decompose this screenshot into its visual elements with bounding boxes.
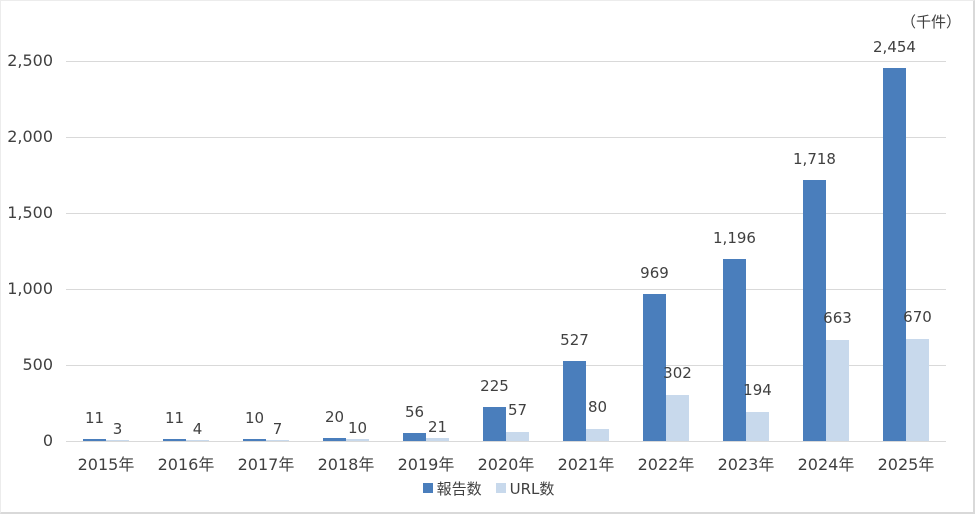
bar-url-2021年 [586, 428, 609, 441]
x-category-label: 2018年 [317, 455, 375, 474]
bar-report-2019年 [403, 432, 426, 441]
legend: 報告数 URL数 [1, 477, 973, 499]
x-category-label: 2015年 [77, 455, 135, 474]
y-tick-label: 1,500 [7, 203, 53, 222]
bar-url-2015年 [106, 440, 129, 441]
x-category-label: 2025年 [877, 455, 935, 474]
bar-value-label: 3 [112, 420, 123, 438]
bar-url-2024年 [826, 340, 849, 441]
x-category-label: 2017年 [237, 455, 295, 474]
bar-value-label: 11 [164, 409, 185, 428]
bar-value-label: 527 [560, 330, 589, 349]
y-tick-label: 0 [42, 431, 53, 450]
gridline [66, 137, 946, 138]
report-series-swatch-icon [422, 483, 433, 493]
bar-report-2020年 [483, 406, 506, 441]
bar-report-2021年 [563, 360, 586, 441]
bar-url-2018年 [346, 439, 369, 441]
x-category-label: 2019年 [397, 455, 455, 474]
bar-url-2017年 [266, 439, 289, 441]
y-tick-label: 500 [22, 355, 53, 374]
y-tick-label: 1,000 [7, 279, 53, 298]
legend-entry-url: URL数 [495, 478, 555, 499]
axis-unit-label: （千件） [900, 13, 961, 31]
bar-value-label: 7 [272, 419, 283, 438]
bar-value-label: 56 [404, 402, 425, 421]
plot-area: 11 3 11 4 10 7 20 10 56 21 225 57 527 80 969 302 1,196 19… [66, 39, 946, 442]
x-category-label: 2020年 [477, 455, 535, 474]
bar-value-label: 80 [587, 397, 608, 416]
bar-value-label: 11 [84, 409, 105, 428]
bar-report-2025年 [883, 68, 906, 441]
legend-label-url: URL数 [509, 479, 555, 498]
bar-value-label: 10 [347, 419, 368, 438]
y-tick-label: 2,500 [7, 51, 53, 70]
bar-value-label: 1,196 [713, 229, 756, 248]
bar-report-2023年 [723, 259, 746, 441]
bar-report-2022年 [643, 293, 666, 441]
bar-value-label: 670 [903, 308, 932, 327]
bar-value-label: 20 [324, 407, 345, 426]
bar-url-2016年 [186, 440, 209, 441]
bar-url-2022年 [666, 395, 689, 441]
x-category-label: 2021年 [557, 455, 615, 474]
bar-value-label: 57 [507, 401, 528, 420]
bar-report-2018年 [323, 437, 346, 441]
bar-url-2019年 [426, 437, 449, 441]
y-tick-label: 2,000 [7, 127, 53, 146]
bar-report-2017年 [243, 439, 266, 441]
gridline [66, 365, 946, 366]
gridline [66, 289, 946, 290]
bar-value-label: 4 [192, 420, 203, 438]
bar-value-label: 10 [244, 409, 265, 428]
x-category-label: 2024年 [797, 455, 855, 474]
bar-value-label: 225 [480, 376, 509, 395]
legend-label-report: 報告数 [436, 479, 482, 498]
bar-url-2020年 [506, 432, 529, 441]
bar-url-2023年 [746, 411, 769, 441]
bar-value-label: 21 [427, 417, 448, 436]
bar-value-label: 2,454 [873, 38, 916, 56]
gridline [66, 441, 946, 442]
bar-value-label: 969 [640, 263, 669, 282]
bar-report-2024年 [803, 179, 826, 441]
url-series-swatch-icon [495, 483, 506, 493]
x-category-label: 2023年 [717, 455, 775, 474]
legend-entry-report: 報告数 [422, 478, 482, 499]
x-category-label: 2016年 [157, 455, 215, 474]
bar-value-label: 302 [663, 364, 692, 383]
bar-value-label: 194 [743, 380, 772, 399]
bar-report-2015年 [83, 439, 106, 441]
gridline [66, 61, 946, 62]
bar-url-2025年 [906, 339, 929, 441]
gridline [66, 213, 946, 214]
bar-value-label: 1,718 [793, 149, 836, 168]
bar-value-label: 663 [823, 309, 852, 328]
bar-report-2016年 [163, 439, 186, 441]
x-category-label: 2022年 [637, 455, 695, 474]
